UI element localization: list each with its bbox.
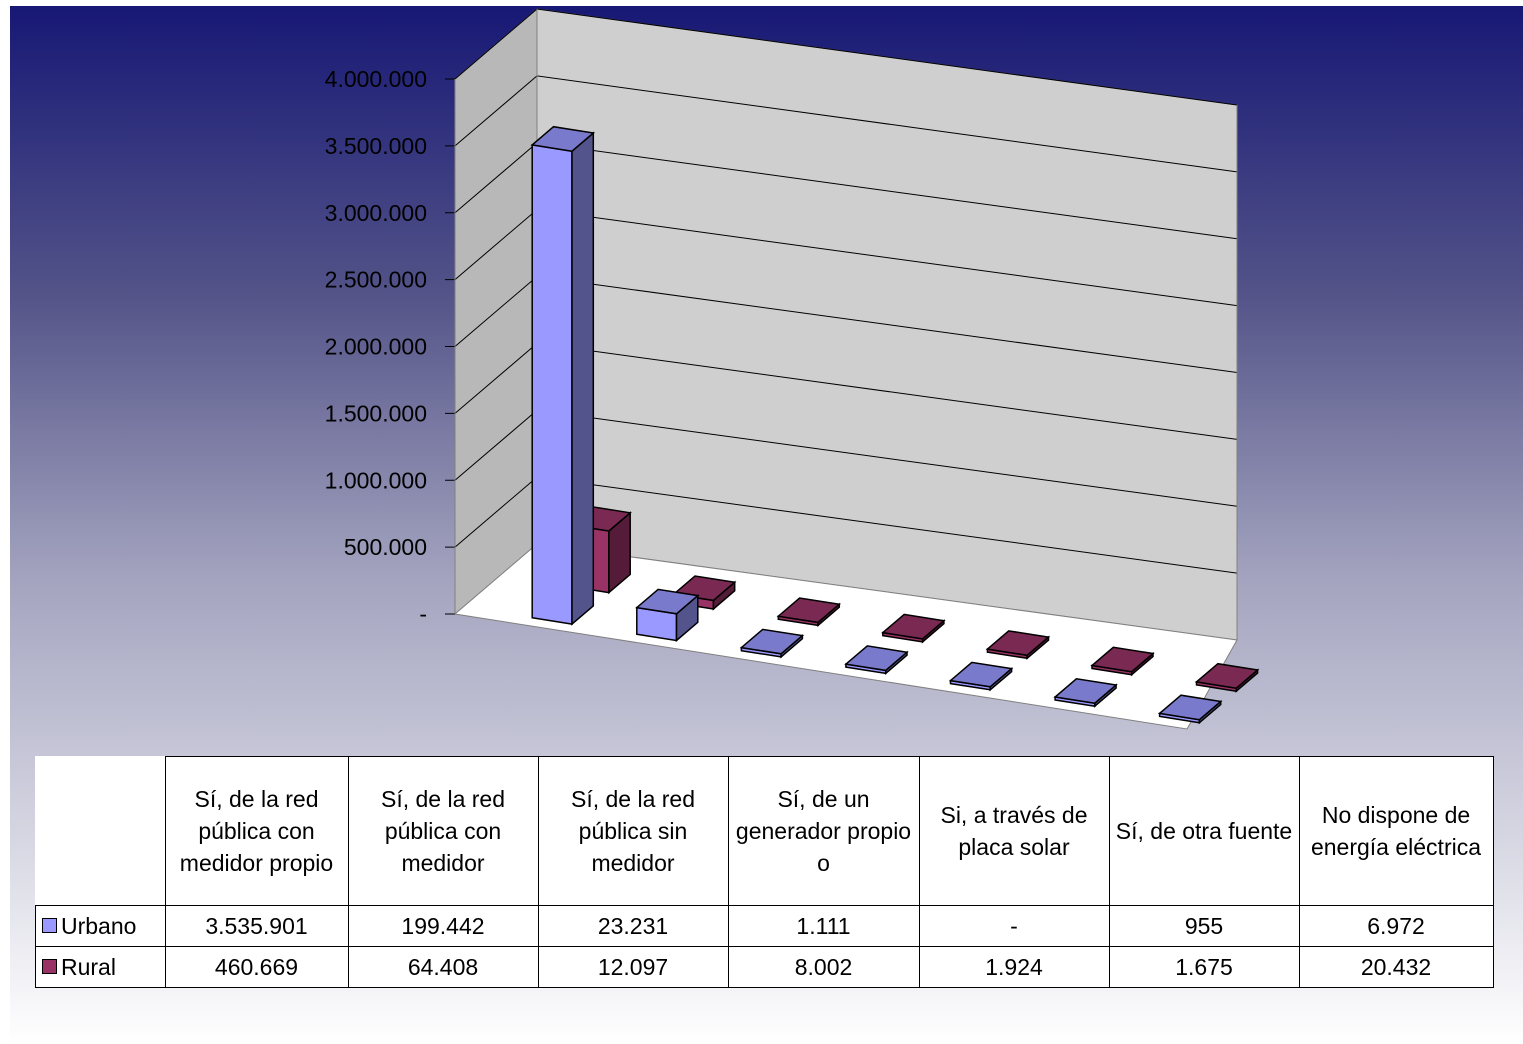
category-header: No dispone de energía eléctrica: [1298, 756, 1494, 906]
data-cell: 23.231: [537, 905, 729, 947]
data-cell: 3.535.901: [164, 905, 349, 947]
data-cell: 460.669: [164, 946, 349, 988]
data-table-header: Sí, de la red pública con medidor propio…: [35, 756, 1494, 906]
legend-entry-rural: Rural: [35, 946, 166, 988]
series-row-urbano: Urbano 3.535.901 199.442 23.231 1.111 - …: [35, 905, 1494, 947]
data-table: Sí, de la red pública con medidor propio…: [35, 756, 1494, 988]
y-tick-label: 2.000.000: [325, 334, 427, 360]
bar-rural-2: [776, 597, 842, 628]
legend-key-urbano: [42, 918, 57, 934]
series-row-rural: Rural 460.669 64.408 12.097 8.002 1.924 …: [35, 946, 1494, 988]
y-tick-label: 1.000.000: [325, 467, 427, 493]
data-cell: 1.924: [918, 946, 1110, 988]
legend-label: Urbano: [61, 913, 137, 939]
bar-urbano-5: [1053, 678, 1118, 708]
bar-rural-5: [1090, 646, 1155, 677]
y-tick-label: 500.000: [344, 534, 427, 560]
y-tick-label: 2.500.000: [325, 267, 427, 293]
bar-rural-4: [985, 630, 1051, 660]
bar-urbano-0: [530, 125, 596, 626]
data-cell: 64.408: [347, 946, 539, 988]
bar-urbano-4: [948, 661, 1014, 692]
category-header: Sí, de la red pública con medidor: [347, 756, 539, 906]
category-header: Sí, de otra fuente: [1108, 756, 1300, 906]
data-cell: 12.097: [537, 946, 729, 988]
y-tick-label: 3.000.000: [325, 200, 427, 226]
y-tick-label: 4.000.000: [325, 66, 427, 92]
legend-entry-urbano: Urbano: [35, 905, 166, 947]
y-tick-label: 1.500.000: [325, 400, 427, 426]
bar-urbano-1: [635, 588, 700, 643]
data-cell: 8.002: [727, 946, 920, 988]
data-table-corner: [35, 756, 166, 906]
data-cell: 199.442: [347, 905, 539, 947]
category-header: Sí, de la red pública sin medidor: [537, 756, 729, 906]
bar-urbano-2: [739, 628, 805, 659]
bar-urbano-3: [844, 645, 909, 676]
category-header: Sí, de un generador propio o: [727, 756, 920, 906]
legend-label: Rural: [61, 954, 116, 980]
category-header: Sí, de la red pública con medidor propio: [164, 756, 349, 906]
data-cell: 955: [1108, 905, 1300, 947]
bar-rural-6: [1194, 662, 1260, 693]
bar-urbano-6: [1157, 694, 1223, 725]
category-header: Si, a través de placa solar: [918, 756, 1110, 906]
y-tick-label: -: [419, 601, 427, 627]
data-cell: -: [918, 905, 1110, 947]
y-tick-label: 3.500.000: [325, 133, 427, 159]
legend-key-rural: [42, 959, 57, 975]
data-cell: 1.675: [1108, 946, 1300, 988]
data-cell: 1.111: [727, 905, 920, 947]
data-cell: 6.972: [1298, 905, 1494, 947]
data-cell: 20.432: [1298, 946, 1494, 988]
bar-rural-3: [881, 613, 946, 644]
